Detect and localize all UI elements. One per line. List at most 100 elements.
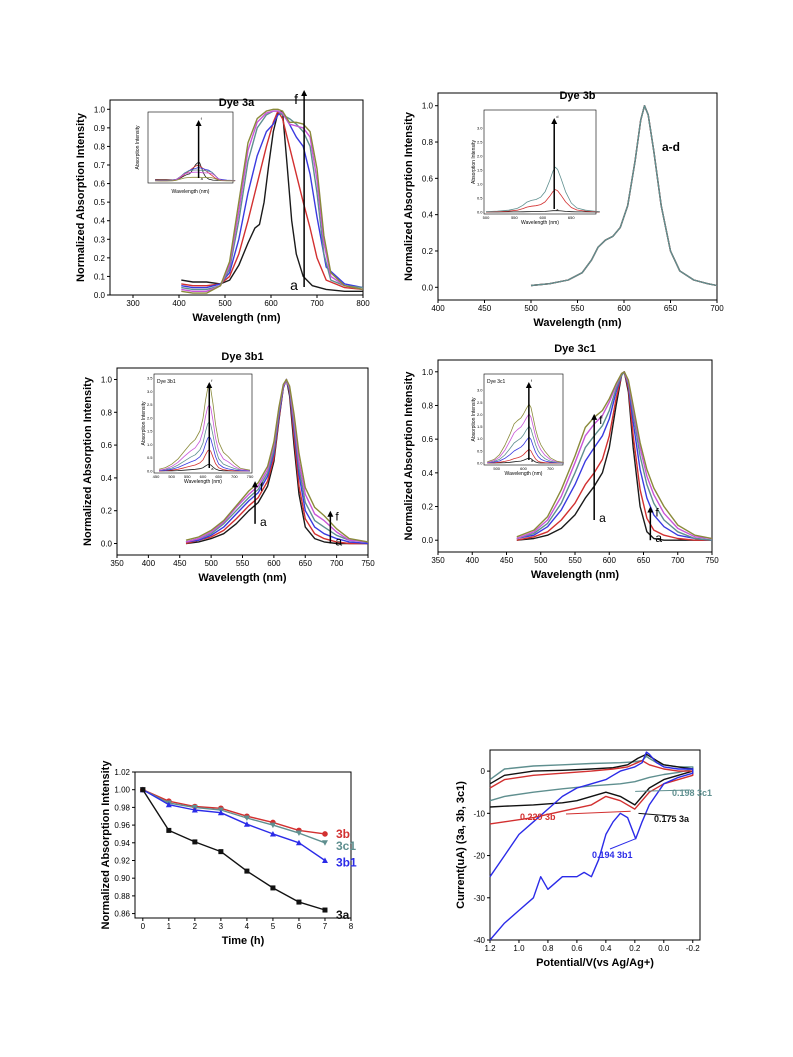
inset-label-bottom: a [556, 207, 559, 212]
y-tick-label: 0.88 [114, 892, 130, 901]
data-point [243, 815, 250, 822]
chart-dye3b: 400 450 500 550 600 650 7000.00.20.40.60.81.0W… [403, 90, 724, 329]
x-tick-label: 400 [142, 559, 156, 568]
x-tick-label: 0.0 [658, 944, 670, 953]
arrow-label-bottom: a [335, 535, 342, 549]
series-label: 3b1 [336, 855, 357, 869]
series-label: 3b [336, 827, 350, 841]
y-tick-label: 0.2 [422, 247, 434, 256]
cv-curve [489, 751, 694, 941]
inset-x-tick-label: 750 [247, 474, 254, 479]
inset-chart: Wavelength (nm) Absorption Intensity 500 60… [471, 373, 564, 477]
x-tick-label: 600 [617, 304, 631, 313]
series-label: 3c1 [336, 839, 356, 853]
inset-arrow-head [525, 382, 532, 388]
y-axis-label: Current(uA) (3a, 3b, 3c1) [455, 781, 467, 909]
inset-x-tick-label: 700 [547, 466, 554, 471]
data-point [269, 830, 276, 837]
y-tick-label: 0.98 [114, 803, 130, 812]
x-tick-label: 0.4 [600, 944, 612, 953]
x-tick-label: 7 [323, 922, 328, 931]
chart-title: Dye 3b [559, 90, 595, 102]
inset-y-axis-label: Absorption Intensity [135, 125, 141, 169]
data-point [295, 830, 302, 837]
x-tick-label: 1.2 [484, 944, 496, 953]
spectrum-line [181, 108, 364, 294]
inset-frame [147, 111, 234, 184]
arrow-label-top: f [260, 480, 264, 494]
series-line [142, 789, 326, 835]
x-tick-label: 550 [568, 556, 582, 565]
inset-chart: Wavelength (nm) Absorption Intensity f a [135, 111, 236, 195]
y-tick-label: 0.8 [101, 408, 113, 417]
x-tick-label: 450 [478, 304, 492, 313]
inset-x-tick-label: 600 [539, 215, 546, 220]
chart-dye3a: 300 400 500 600 700 800 0.0 0.1 0.2 0.3 0.4 0.5 0.6 0… [75, 90, 370, 324]
data-point [322, 907, 328, 913]
y-tick-label: 0.6 [101, 441, 113, 450]
inset-y-tick-label: 0.0 [477, 461, 483, 466]
chart-title: Dye 3a [219, 97, 255, 109]
x-tick-label: 500 [218, 299, 232, 308]
inset-arrow-head [195, 120, 202, 126]
data-point [218, 849, 224, 855]
arrow-label-bottom: a [260, 515, 267, 529]
inset-title: Dye 3c1 [487, 379, 506, 385]
x-tick-label: 700 [310, 299, 324, 308]
inset-x-tick-label: 500 [493, 466, 500, 471]
inset-y-tick-label: 0.5 [147, 455, 153, 460]
inset-x-tick-label: 450 [153, 474, 160, 479]
arrow-label-top: f [599, 413, 603, 427]
x-tick-label: 700 [710, 304, 724, 313]
y-tick-label: 1.0 [101, 375, 113, 384]
inset-y-axis-label: Absorption Intensity [471, 397, 477, 441]
inset-y-axis-label: Absorption Intensity [141, 401, 147, 445]
chart-stability: 0 1 2 3 4 5 6 7 8 0.86 0.88 0.90 0.92 0.94 0.96 0.98 1.0… [100, 760, 357, 947]
y-tick-label: 0.94 [114, 839, 130, 848]
inset-y-tick-label: 3.5 [147, 376, 153, 381]
x-tick-label: 800 [356, 299, 370, 308]
inset-label-top: f [211, 378, 213, 383]
x-tick-label: 450 [173, 559, 187, 568]
chart-dye3c1: 350 400 450 500 550 600 650 700 750 0.0 0.2 0.4 0.6 0… [403, 343, 719, 581]
y-tick-label: 1.0 [422, 368, 434, 377]
x-tick-label: 400 [172, 299, 186, 308]
inset-y-tick-label: 2.0 [147, 415, 153, 420]
plot-frame [109, 99, 364, 296]
x-tick-label: 0 [141, 922, 146, 931]
inset-x-tick-label: 500 [483, 215, 490, 220]
x-tick-label: 350 [431, 556, 445, 565]
inset-x-axis-label: Wavelength (nm) [521, 220, 559, 226]
inset-series-line [485, 189, 600, 213]
annotation-arrow [565, 810, 631, 815]
y-tick-label: 0.0 [94, 291, 106, 300]
x-tick-label: 500 [204, 559, 218, 568]
x-tick-label: 600 [603, 556, 617, 565]
spectrum-line [181, 110, 363, 292]
x-axis-label: Time (h) [222, 935, 265, 947]
y-tick-label: 0.5 [94, 198, 106, 207]
x-tick-label: 2 [193, 922, 198, 931]
inset-y-tick-label: 3.0 [477, 126, 483, 131]
chart-title: Dye 3c1 [554, 343, 596, 355]
x-tick-label: 550 [571, 304, 585, 313]
trend-arrow-head [252, 481, 259, 488]
x-axis-label: Wavelength (nm) [533, 317, 622, 329]
inset-label-bottom: a [531, 458, 534, 463]
y-tick-label: 0.0 [422, 536, 434, 545]
y-tick-label: 0.0 [422, 283, 434, 292]
x-tick-label: 300 [126, 299, 140, 308]
x-tick-label: 6 [297, 922, 302, 931]
inset-series-line [159, 404, 251, 471]
x-tick-label: 700 [671, 556, 685, 565]
inset-x-axis-label: Wavelength (nm) [184, 479, 222, 485]
data-point [192, 839, 198, 845]
inset-x-tick-label: 550 [184, 474, 191, 479]
data-point [244, 868, 250, 874]
trend-arrow-head [591, 413, 598, 420]
arrow-label-bottom: a [599, 511, 606, 525]
inset-x-tick-label: 500 [168, 474, 175, 479]
inset-x-tick-label: 650 [568, 215, 575, 220]
x-tick-label: 1 [167, 922, 172, 931]
